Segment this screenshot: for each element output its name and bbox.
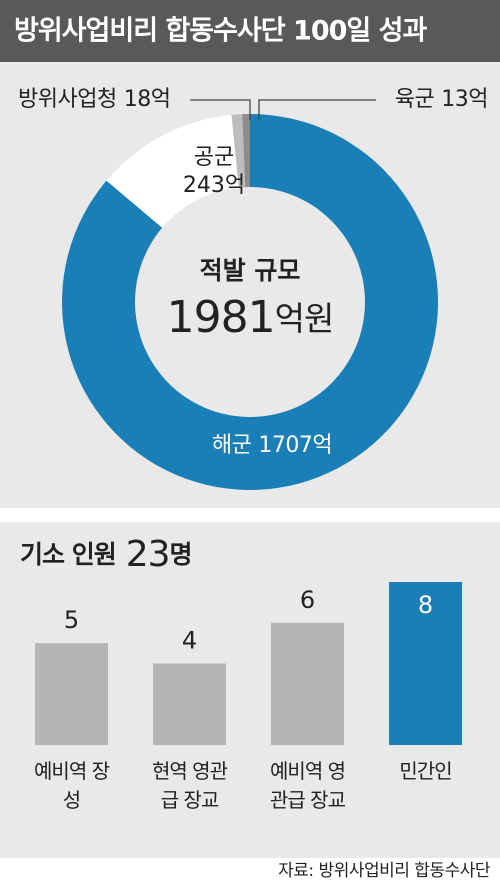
donut-title: 적발 규모 — [200, 256, 301, 285]
donut-slice — [106, 114, 239, 228]
value-label: 8 — [418, 591, 433, 619]
slice-label-part: 1707 — [258, 433, 312, 458]
donut-slice — [231, 114, 246, 188]
title-bar — [0, 0, 500, 62]
slice-label-part: 억 — [151, 87, 171, 112]
bar-chart-title: 기소 인원 23명 — [20, 534, 192, 575]
slice-label-part: 13 — [441, 87, 468, 112]
slice-label-part: 억 — [468, 87, 488, 112]
category-label: 예비역 장성 — [34, 759, 110, 812]
leader-line — [258, 99, 376, 120]
donut-slice — [61, 114, 438, 490]
bar — [271, 622, 344, 745]
slice-value: 243억 — [183, 173, 245, 198]
category-label: 민간인 — [399, 759, 452, 783]
slice-value-part: 억 — [225, 173, 245, 198]
bar-chart-title-part: 23 — [126, 534, 170, 575]
bar-chart-title-part: 기소 인원 — [20, 540, 116, 569]
slice-label: 공군 — [194, 145, 234, 170]
slice-label-part: 해군 — [212, 433, 252, 458]
donut-total-part: 억원 — [275, 299, 334, 338]
slice-label: 해군 1707억 — [212, 433, 332, 458]
slice-label-part: 18 — [124, 87, 151, 112]
donut-slice — [242, 114, 250, 188]
slice-label: 방위사업청 18억 — [18, 87, 170, 112]
value-label: 4 — [182, 627, 197, 655]
bar-chart-title-part: 명 — [170, 540, 192, 569]
bar — [35, 643, 108, 745]
source: 자료: 방위사업비리 합동수사단 — [278, 861, 491, 881]
donut-total: 1981억원 — [167, 292, 334, 343]
value-label: 6 — [300, 586, 315, 614]
slice-label: 육군 13억 — [395, 87, 488, 112]
slice-label-part: 방위사업청 — [18, 87, 117, 112]
slice-value-part: 243 — [183, 173, 225, 198]
donut-total-part: 1981 — [167, 292, 275, 343]
category-label: 현역 영관급 장교 — [152, 759, 228, 812]
value-label: 5 — [64, 606, 79, 634]
slice-label-part: 육군 — [395, 87, 435, 112]
leader-line — [190, 99, 251, 120]
slice-label-part: 억 — [312, 433, 332, 458]
page-title: 방위사업비리 합동수사단 100일 성과 — [14, 16, 427, 47]
category-label: 예비역 영관급 장교 — [270, 759, 346, 812]
bar — [389, 582, 462, 745]
bar — [153, 663, 226, 745]
